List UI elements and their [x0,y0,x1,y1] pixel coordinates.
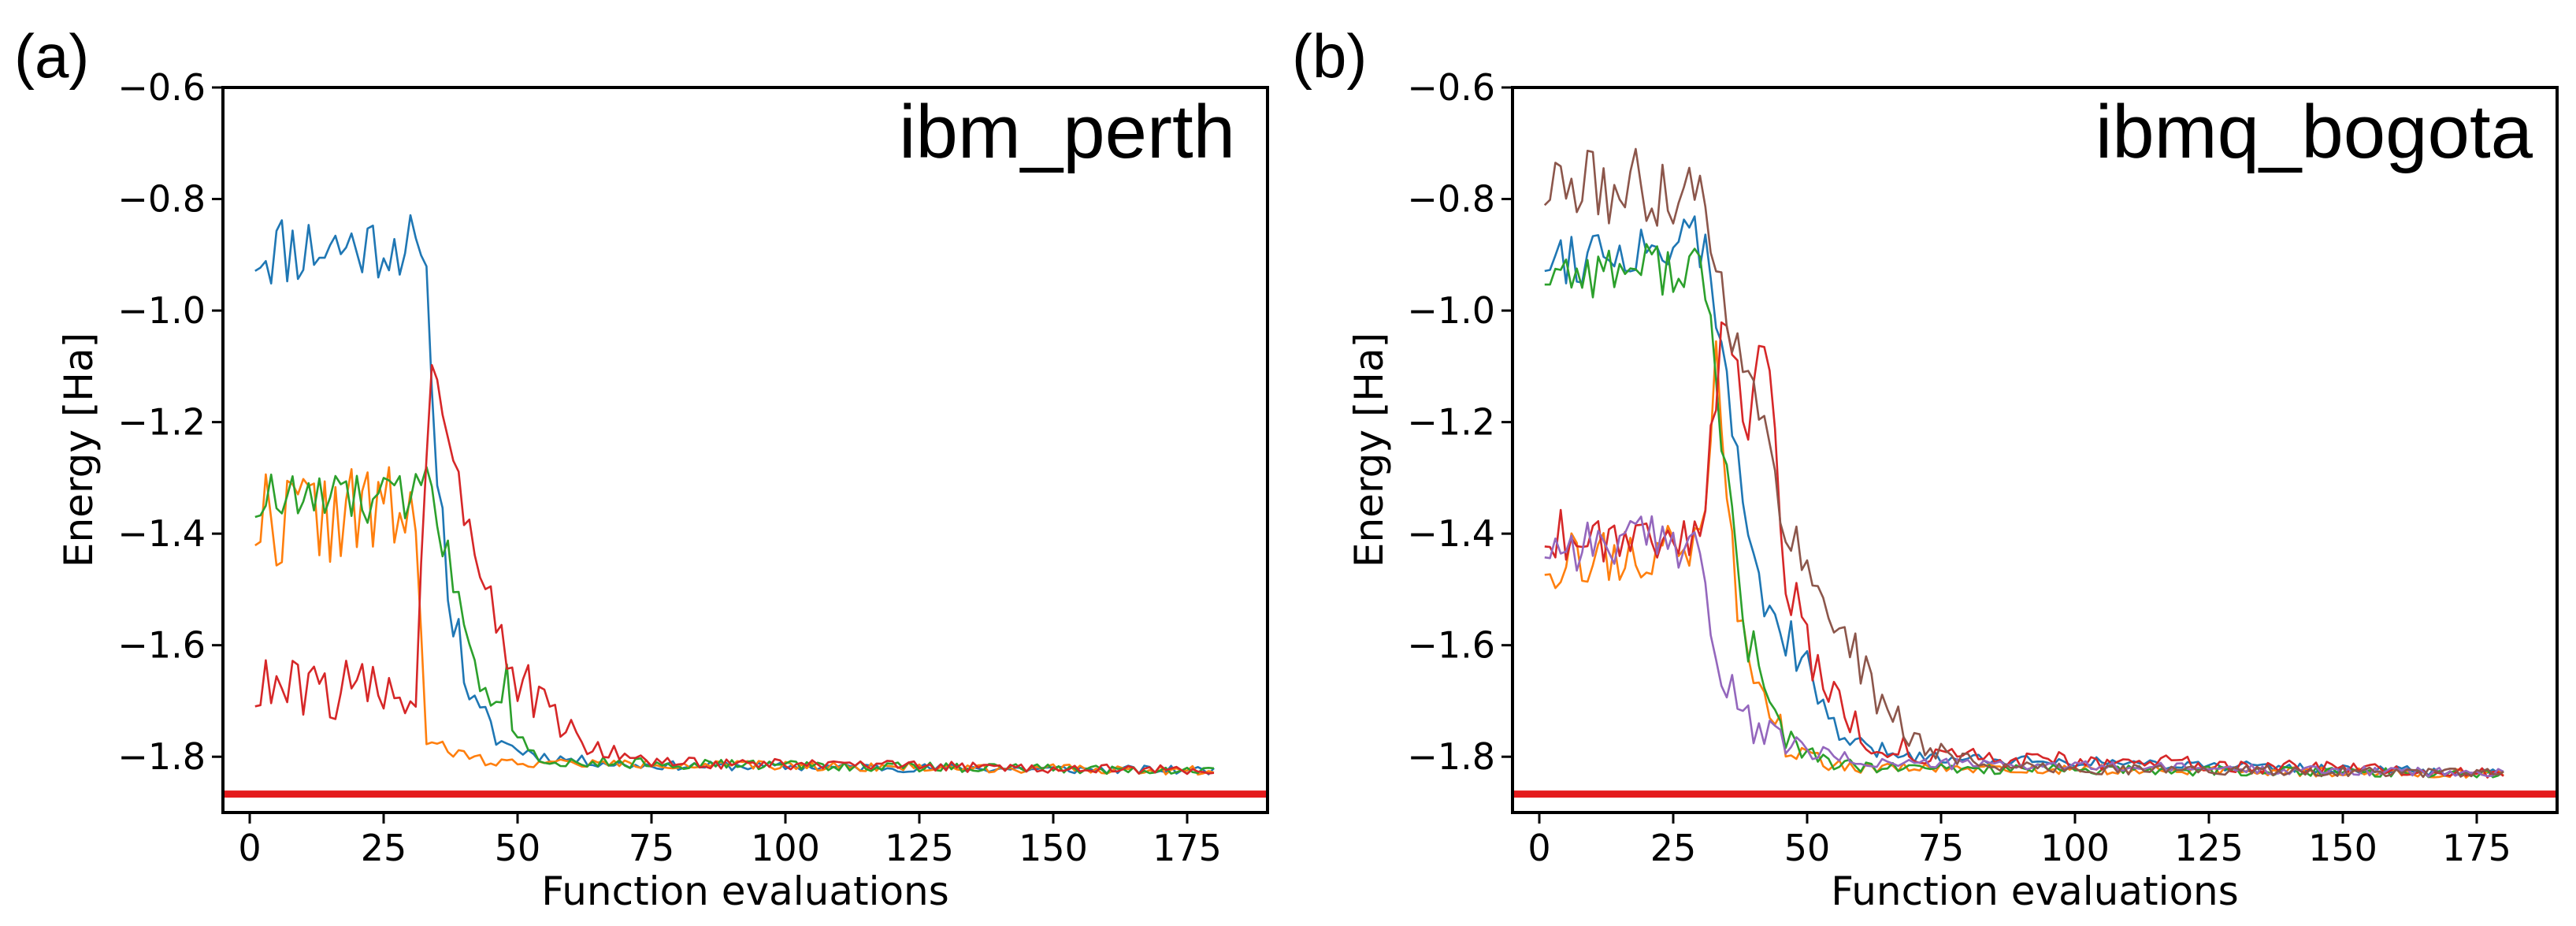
panel-b-x-tick-label: 175 [2442,827,2511,869]
panel-a-x-tick-label: 125 [885,827,954,869]
panel-b-axes-frame [1511,86,2559,814]
panel-b-y-tick-label: −1.8 [1407,735,1495,778]
panel-b-y-tick-label: −0.6 [1407,66,1495,109]
panel-b-x-tick-label: 150 [2308,827,2377,869]
panel-b-label: (b) [1292,21,1367,91]
panel-a-y-tick-label: −1.4 [117,512,206,555]
panel-a-series-run2 [254,466,1215,776]
panel-a-series-run1 [254,214,1215,775]
panel-b-series-run5 [1544,515,2504,778]
panel-a-axes-frame [221,86,1269,814]
panel-a-ticks: 0 25 50 75 100 125 150 175 −1.8 −1.6 −1.4 −1.2 −1.0 −… [117,66,1222,869]
panel-a-x-tick-label: 0 [238,827,261,869]
panel-b-series-run6 [1543,147,2504,779]
panel-b-x-axis-label: Function evaluations [1831,868,2239,914]
panel-b-y-tick-label: −0.8 [1407,178,1495,221]
panel-a-y-tick-label: −1.6 [117,624,206,667]
panel-b-y-tick-label: −1.6 [1407,624,1495,667]
panel-b-series-run1 [1544,215,2504,777]
panel-a-label: (a) [14,21,89,91]
panel-b-series-run3 [1544,243,2504,779]
panel-a-y-tick-label: −0.8 [117,178,206,221]
panel-b-x-tick-label: 75 [1918,827,1965,869]
panel-b-device-label: ibmq_bogota [2095,90,2533,174]
panel-b-y-tick-label: −1.0 [1407,289,1495,332]
panel-b-x-tick-label: 50 [1784,827,1831,869]
panel-a-x-tick-label: 150 [1019,827,1088,869]
panel-a-series-run4 [254,363,1215,775]
panel-b-y-tick-label: −1.2 [1407,401,1495,444]
panel-a-y-tick-label: −1.2 [117,401,206,444]
panel-a-y-tick-label: −1.8 [117,735,206,778]
panel-a-x-tick-label: 25 [361,827,407,869]
panel-a-x-axis-label: Function evaluations [541,868,949,914]
panel-a-series [254,214,1215,776]
panel-a: (a) 0 25 50 75 100 125 150 175 −1.8 −1.6 −1.4 −1.2 −… [14,21,1269,914]
panel-a-x-tick-label: 100 [751,827,820,869]
panel-b-x-tick-label: 100 [2040,827,2110,869]
panel-a-x-tick-label: 175 [1153,827,1222,869]
panel-a-device-label: ibm_perth [899,90,1235,174]
panel-b-y-tick-label: −1.4 [1407,512,1495,555]
panel-a-y-tick-label: −0.6 [117,66,206,109]
panel-a-y-tick-label: −1.0 [117,289,206,332]
panel-b-x-tick-label: 125 [2174,827,2244,869]
panel-b-series-run2 [1544,340,2504,779]
panel-b-x-tick-label: 25 [1650,827,1697,869]
panel-b-series [1543,147,2504,779]
panel-b: (b) 0 25 50 75 100 125 150 175 −1.8 −1.6 −1.4 −1.2 −… [1292,21,2559,914]
panel-a-y-axis-label: Energy [Ha] [56,333,102,567]
panel-b-series-run4 [1544,321,2504,779]
panel-a-x-tick-label: 50 [495,827,541,869]
panel-b-x-tick-label: 0 [1527,827,1550,869]
panel-b-ticks: 0 25 50 75 100 125 150 175 −1.8 −1.6 −1.4 −1.2 −1.0 −… [1407,66,2511,869]
panel-b-y-axis-label: Energy [Ha] [1346,333,1392,567]
panel-a-x-tick-label: 75 [629,827,675,869]
